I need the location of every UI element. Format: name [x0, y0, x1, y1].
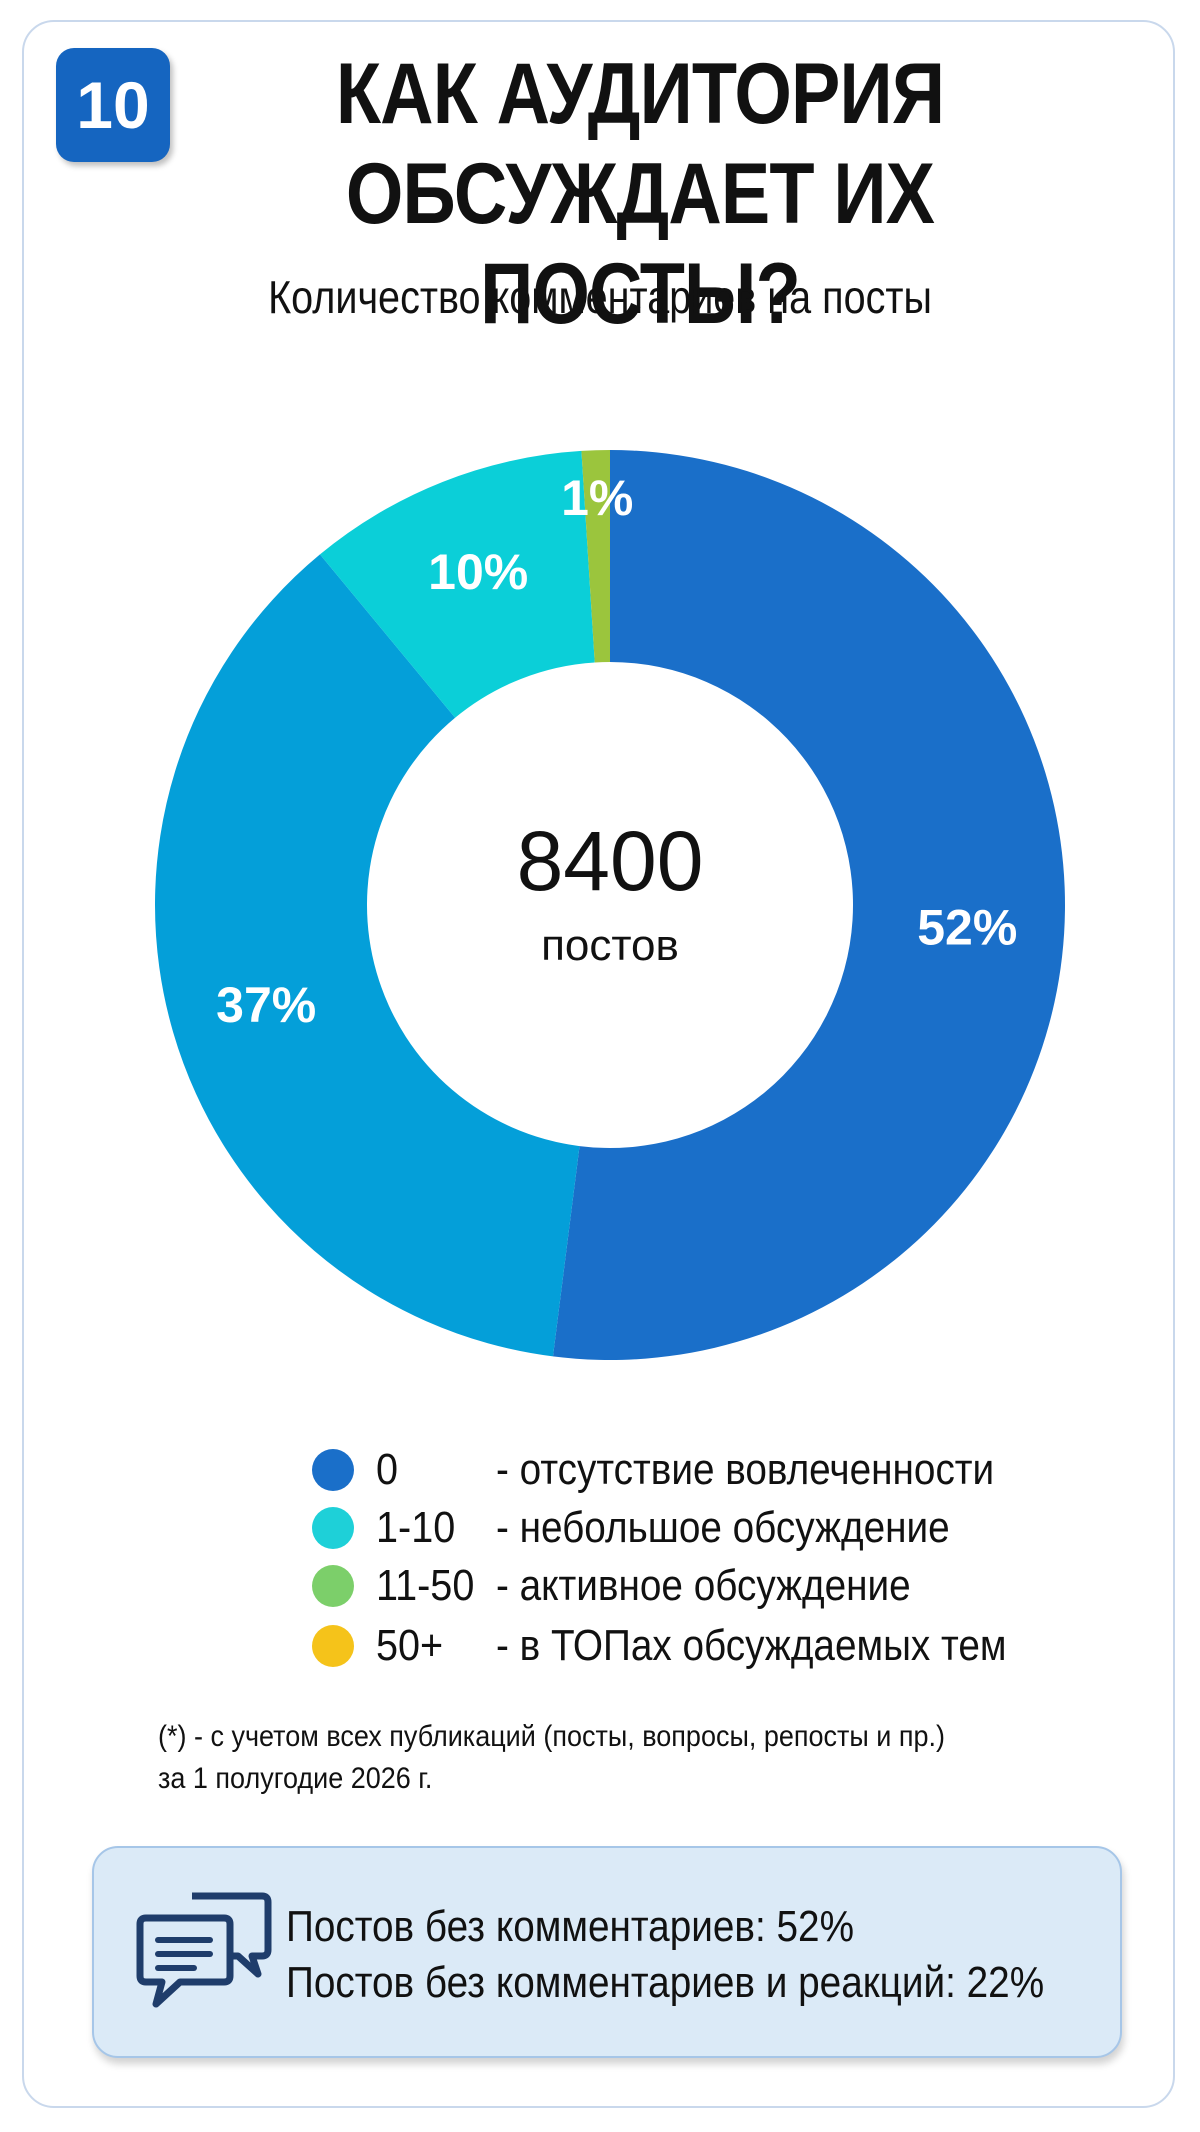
legend-swatch — [312, 1565, 354, 1607]
footnote-line-2: за 1 полугодие 2026 г. — [158, 1762, 433, 1795]
summary-line-2: Постов без комментариев и реакций: 22% — [286, 1958, 1045, 2007]
chart-subtitle: Количество комментариев на посты — [268, 271, 932, 323]
chat-bubbles-icon — [136, 1892, 272, 2008]
legend-range: 0 — [376, 1445, 399, 1494]
slice-label-1-10: 37% — [216, 977, 316, 1033]
footnote-line-1: (*) - с учетом всех публикаций (посты, в… — [158, 1720, 946, 1753]
donut-chart: 52% 37% 10% 1% 8400 постов — [155, 450, 1065, 1360]
donut-slice-1-10 — [155, 554, 580, 1357]
legend-range: 1-10 — [376, 1503, 456, 1552]
donut-slices — [155, 450, 1065, 1360]
legend-description: - небольшое обсуждение — [496, 1503, 950, 1552]
legend-item: 0 - отсутствие вовлеченности — [312, 1444, 1062, 1496]
legend-swatch — [312, 1625, 354, 1667]
legend-description: - активное обсуждение — [496, 1561, 911, 1610]
center-total-label: постов — [541, 921, 679, 970]
legend-description: - отсутствие вовлеченности — [496, 1445, 995, 1494]
legend-swatch — [312, 1507, 354, 1549]
legend-description: - в ТОПах обсуждаемых тем — [496, 1621, 1007, 1670]
legend-range: 50+ — [376, 1621, 444, 1670]
legend-swatch — [312, 1449, 354, 1491]
donut-slice-0 — [552, 450, 1065, 1360]
section-number: 10 — [76, 68, 150, 142]
summary-box: Постов без комментариев: 52% Постов без … — [92, 1846, 1122, 2058]
summary-line-1: Постов без комментариев: 52% — [286, 1902, 855, 1951]
legend-range: 11-50 — [376, 1561, 475, 1610]
slice-label-0: 52% — [917, 899, 1017, 955]
slice-label-11-50: 10% — [428, 544, 528, 600]
center-total-value: 8400 — [517, 814, 704, 908]
page-title-line-2: ОБСУЖДАЕТ ИХ ПОСТЫ? — [345, 146, 935, 342]
section-number-badge: 10 — [56, 48, 170, 162]
legend-item: 11-50 - активное обсуждение — [312, 1560, 967, 1612]
slice-label-50+: 1% — [561, 470, 633, 526]
legend-item: 50+ - в ТОПах обсуждаемых тем — [312, 1620, 1076, 1672]
legend-item: 1-10 - небольшое обсуждение — [312, 1502, 1012, 1554]
donut-slice-11-50 — [319, 450, 595, 718]
donut-slice-50+ — [581, 450, 610, 663]
donut-slice-labels: 52% 37% 10% 1% — [216, 470, 1017, 1033]
page-title-line-1: КАК АУДИТОРИЯ — [335, 46, 945, 142]
